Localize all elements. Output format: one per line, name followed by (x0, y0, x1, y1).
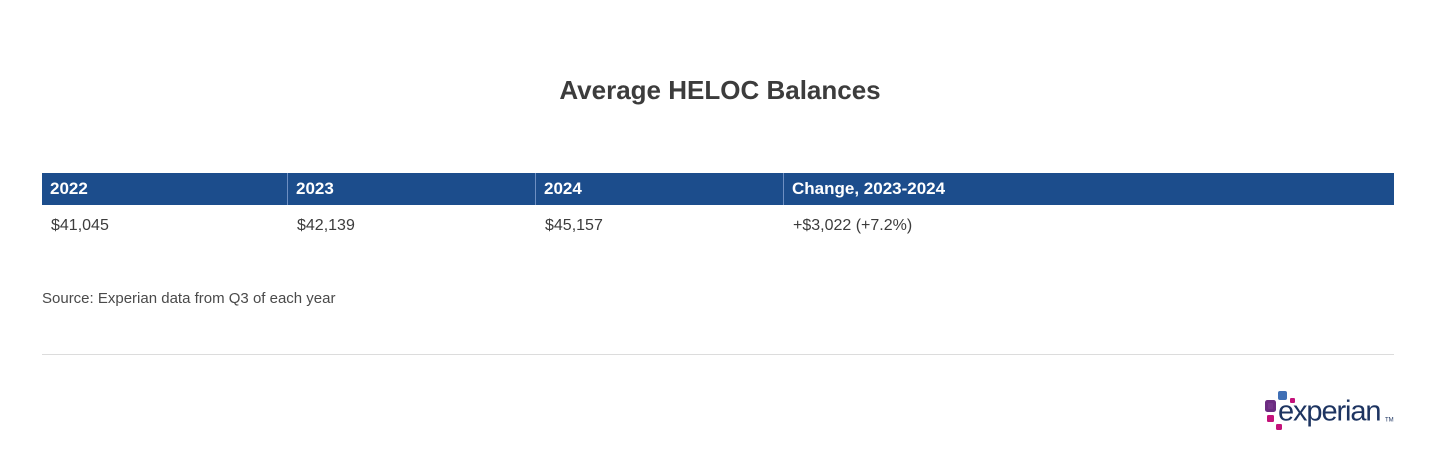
svg-text:TM: TM (1385, 418, 1394, 424)
svg-text:experian: experian (1278, 396, 1380, 428)
